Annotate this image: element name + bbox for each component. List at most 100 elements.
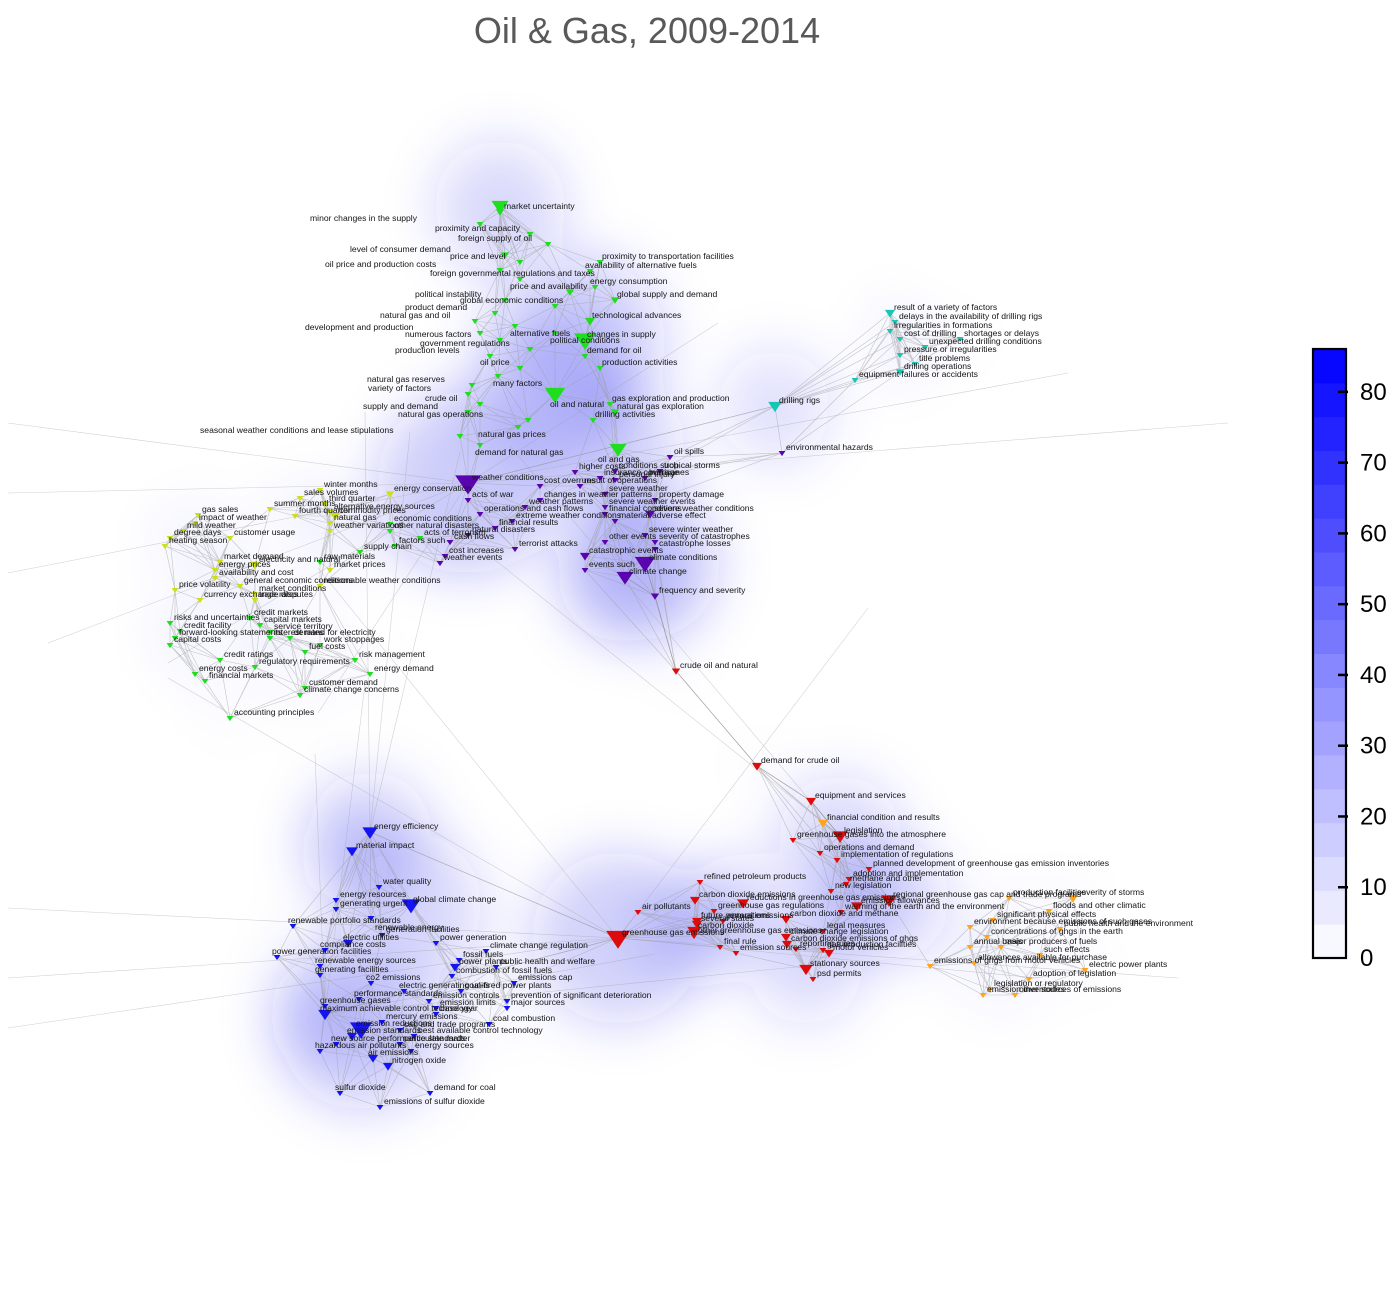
svg-text:technological advances: technological advances — [592, 310, 681, 320]
svg-text:10: 10 — [1360, 874, 1387, 901]
svg-text:coal combustion: coal combustion — [493, 1013, 555, 1023]
svg-text:foreign governmental regulatio: foreign governmental regulations and tax… — [430, 268, 595, 278]
svg-text:energy efficiency: energy efficiency — [374, 821, 439, 831]
svg-text:climate change: climate change — [629, 566, 687, 576]
svg-text:production activities: production activities — [602, 357, 677, 367]
svg-text:risk management: risk management — [359, 649, 426, 659]
svg-text:heating season: heating season — [169, 535, 228, 545]
svg-text:stationary sources: stationary sources — [810, 958, 880, 968]
svg-text:demand for coal: demand for coal — [434, 1082, 496, 1092]
svg-text:oil price and production costs: oil price and production costs — [325, 259, 436, 269]
svg-text:climate conditions: climate conditions — [649, 552, 717, 562]
svg-text:development and production: development and production — [305, 322, 414, 332]
svg-text:air pollutants: air pollutants — [642, 901, 691, 911]
svg-text:foreign supply of oil: foreign supply of oil — [458, 233, 532, 243]
svg-text:global supply and demand: global supply and demand — [617, 289, 718, 299]
svg-text:generating urgent: generating urgent — [340, 898, 408, 908]
svg-text:production levels: production levels — [395, 345, 460, 355]
svg-text:0: 0 — [1360, 945, 1373, 972]
svg-text:natural gas operations: natural gas operations — [398, 409, 483, 419]
svg-text:sulfur dioxide: sulfur dioxide — [335, 1082, 386, 1092]
svg-text:major sources: major sources — [511, 997, 565, 1007]
svg-text:proximity and capacity: proximity and capacity — [435, 223, 521, 233]
svg-text:terrorist attacks: terrorist attacks — [519, 538, 578, 548]
svg-text:carbon dioxide emissions: carbon dioxide emissions — [699, 889, 796, 899]
svg-text:demand for crude oil: demand for crude oil — [761, 755, 839, 765]
svg-text:emissions of ghgs from motor v: emissions of ghgs from motor vehicles — [934, 955, 1080, 965]
svg-text:minor changes in the supply: minor changes in the supply — [310, 213, 418, 223]
svg-text:price volatility: price volatility — [179, 579, 231, 589]
svg-text:crude oil and natural: crude oil and natural — [680, 660, 758, 670]
svg-text:water quality: water quality — [382, 876, 432, 886]
svg-text:new legislation: new legislation — [835, 880, 892, 890]
svg-text:oil spills: oil spills — [674, 446, 704, 456]
svg-text:weather events: weather events — [443, 552, 502, 562]
svg-text:greenhouse gases into the atmo: greenhouse gases into the atmosphere — [797, 829, 946, 839]
svg-text:regulatory requirements: regulatory requirements — [259, 656, 350, 666]
svg-text:demand for natural gas: demand for natural gas — [475, 447, 563, 457]
svg-text:environmental hazards: environmental hazards — [786, 442, 873, 452]
svg-text:concentrations of ghgs in the: concentrations of ghgs in the earth — [991, 926, 1123, 936]
svg-text:market uncertainty: market uncertainty — [504, 201, 575, 211]
svg-text:emission sources: emission sources — [740, 942, 806, 952]
svg-text:renewable portfolio standards: renewable portfolio standards — [288, 915, 401, 925]
svg-text:fuel costs: fuel costs — [309, 641, 345, 651]
svg-text:supply chain: supply chain — [364, 541, 412, 551]
svg-text:price and availability: price and availability — [510, 281, 588, 291]
svg-text:psd permits: psd permits — [817, 968, 861, 978]
svg-text:climate change regulation: climate change regulation — [490, 940, 588, 950]
svg-text:energy sources: energy sources — [415, 1040, 474, 1050]
svg-text:reasonable weather conditions: reasonable weather conditions — [324, 575, 441, 585]
svg-text:financial condition and result: financial condition and results — [827, 812, 940, 822]
svg-text:refined petroleum products: refined petroleum products — [704, 871, 806, 881]
svg-text:energy consumption: energy consumption — [590, 276, 668, 286]
svg-text:price and level: price and level — [450, 251, 506, 261]
svg-text:equipment failures or accident: equipment failures or accidents — [859, 369, 978, 379]
svg-text:material impact: material impact — [356, 840, 415, 850]
svg-text:motor vehicles: motor vehicles — [833, 942, 888, 952]
svg-text:catastrophe losses: catastrophe losses — [659, 538, 731, 548]
svg-text:other sources of emissions: other sources of emissions — [1019, 984, 1121, 994]
svg-text:adoption of legislation: adoption of legislation — [1033, 968, 1116, 978]
svg-text:demand for oil: demand for oil — [587, 345, 642, 355]
svg-text:emissions of sulfur dioxide: emissions of sulfur dioxide — [384, 1096, 485, 1106]
svg-text:30: 30 — [1360, 733, 1387, 760]
svg-text:equipment and services: equipment and services — [815, 790, 906, 800]
svg-text:carbon dioxide and methane: carbon dioxide and methane — [790, 908, 899, 918]
svg-text:50: 50 — [1360, 591, 1387, 618]
svg-text:global economic conditions: global economic conditions — [460, 295, 563, 305]
svg-text:availability of alternative fu: availability of alternative fuels — [585, 260, 697, 270]
svg-text:oil and natural: oil and natural — [550, 399, 604, 409]
svg-text:drilling rigs: drilling rigs — [779, 395, 820, 405]
svg-text:planned development of greenho: planned development of greenhouse gas em… — [873, 858, 1109, 868]
svg-text:frequency and severity: frequency and severity — [659, 585, 746, 595]
svg-text:80: 80 — [1360, 379, 1387, 406]
svg-text:acts of war: acts of war — [472, 489, 514, 499]
svg-text:changes in supply: changes in supply — [587, 329, 656, 339]
svg-text:climate change concerns: climate change concerns — [304, 684, 399, 694]
svg-text:seasonal weather conditions an: seasonal weather conditions and lease st… — [200, 425, 394, 435]
svg-text:other events: other events — [609, 531, 656, 541]
svg-text:70: 70 — [1360, 450, 1387, 477]
svg-text:global climate change: global climate change — [413, 894, 496, 904]
svg-text:nitrogen oxide: nitrogen oxide — [392, 1055, 446, 1065]
svg-text:customer usage: customer usage — [234, 527, 295, 537]
svg-text:20: 20 — [1360, 803, 1387, 830]
svg-text:coal-fired power plants: coal-fired power plants — [465, 980, 551, 990]
svg-text:oil price: oil price — [480, 357, 510, 367]
svg-text:60: 60 — [1360, 520, 1387, 547]
svg-text:drilling activities: drilling activities — [595, 409, 655, 419]
svg-text:many factors: many factors — [493, 378, 542, 388]
svg-text:accounting principles: accounting principles — [234, 707, 314, 717]
svg-text:production facilities: production facilities — [1013, 887, 1086, 897]
svg-text:weather conditions: weather conditions — [471, 472, 544, 482]
svg-text:trade disputes: trade disputes — [259, 589, 313, 599]
svg-text:natural gas and oil: natural gas and oil — [380, 310, 450, 320]
svg-text:raw materials: raw materials — [324, 551, 375, 561]
svg-text:severity of storms: severity of storms — [1077, 887, 1144, 897]
svg-text:capital costs: capital costs — [174, 634, 221, 644]
svg-text:40: 40 — [1360, 662, 1387, 689]
svg-text:financial markets: financial markets — [209, 670, 273, 680]
svg-text:variety of factors: variety of factors — [368, 383, 431, 393]
svg-text:energy conservation: energy conservation — [394, 483, 472, 493]
